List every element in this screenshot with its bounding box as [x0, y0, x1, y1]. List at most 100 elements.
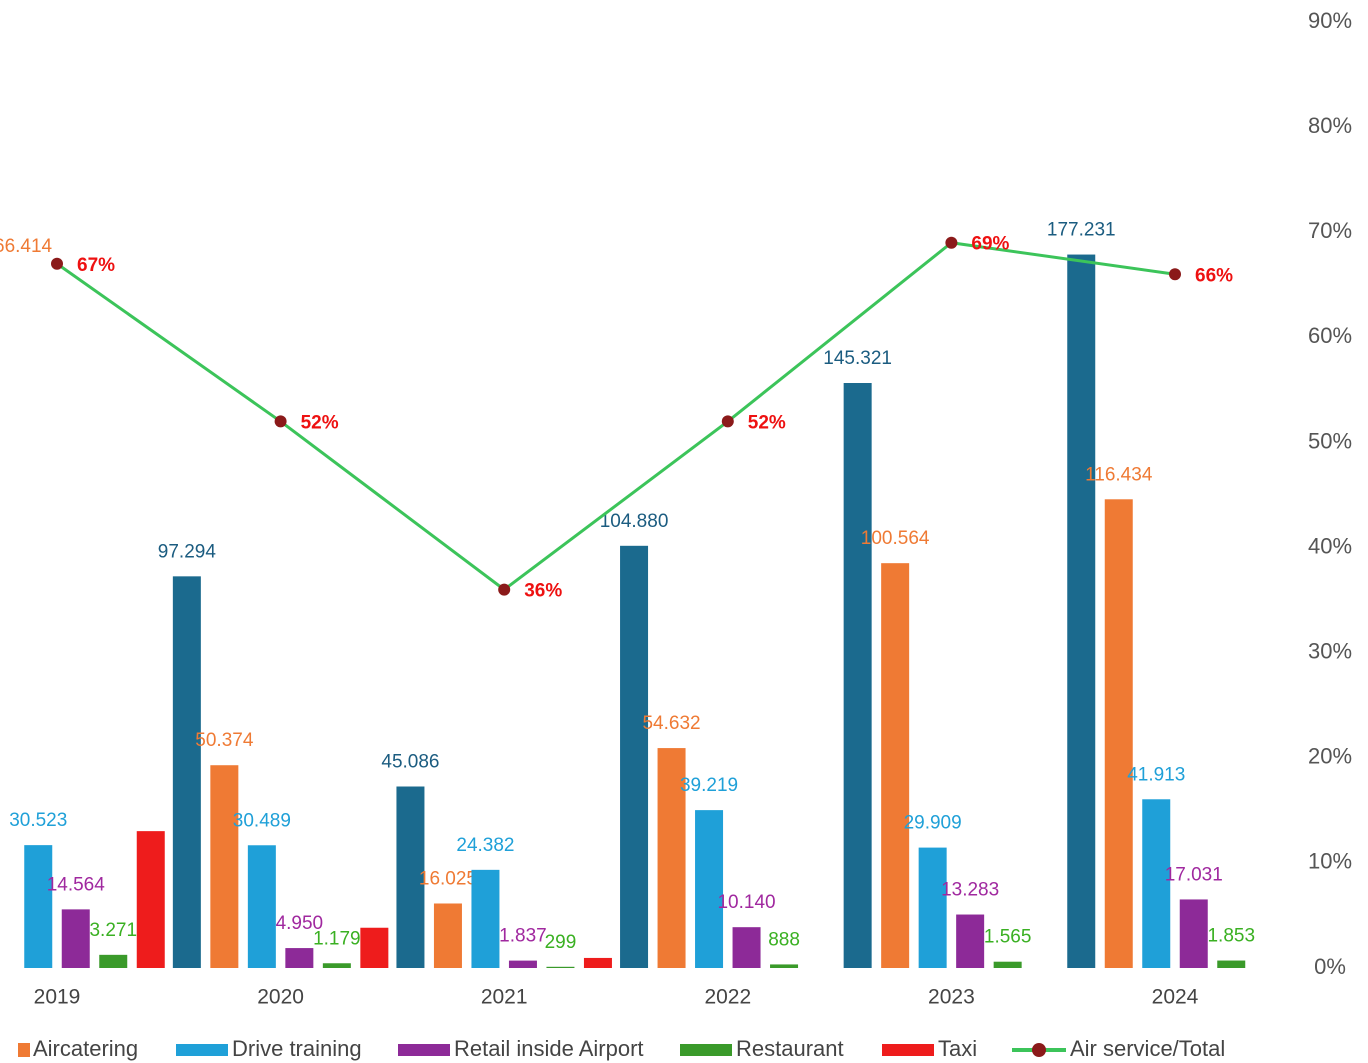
bar: [360, 927, 389, 968]
line-marker: [945, 236, 958, 249]
legend-swatch: [680, 1044, 732, 1056]
data-label: 888: [768, 929, 800, 950]
y2-tick-label: 40%: [1308, 533, 1352, 558]
y2-tick-label: 80%: [1308, 113, 1352, 138]
bar: [1067, 254, 1096, 968]
data-label: 1.837: [499, 926, 547, 947]
data-label: 10.140: [717, 892, 775, 913]
legend-swatch: [398, 1044, 450, 1056]
bar: [172, 576, 201, 968]
bar: [1179, 899, 1208, 968]
data-label: 1.853: [1207, 926, 1255, 947]
legend-swatch: [176, 1044, 228, 1056]
data-label: 66%: [1195, 265, 1233, 286]
data-label: 29.909: [904, 813, 962, 834]
data-label: 52%: [748, 412, 786, 433]
bar: [956, 914, 985, 968]
x-tick-label: 2023: [928, 986, 975, 1009]
y2-tick-label: 20%: [1308, 744, 1352, 769]
bar: [471, 869, 500, 968]
x-tick-label: 2021: [481, 986, 528, 1009]
data-label: 116.434: [1085, 464, 1153, 485]
y2-tick-label: 50%: [1308, 428, 1352, 453]
legend-label: Retail inside Airport: [454, 1036, 644, 1061]
data-label: 36%: [524, 581, 562, 602]
x-tick-label: 2020: [257, 986, 304, 1009]
data-label: 1.179: [313, 928, 361, 949]
bar: [1104, 499, 1133, 968]
bar: [620, 545, 649, 968]
bar: [433, 903, 462, 968]
y2-tick-label: 10%: [1308, 849, 1352, 874]
bar: [99, 954, 128, 968]
bar: [508, 960, 537, 968]
bar: [1142, 799, 1171, 968]
bar: [24, 845, 53, 968]
legend-label: Drive training: [232, 1036, 362, 1061]
bar: [881, 563, 910, 968]
line: [56, 241, 1176, 592]
data-label: 3.271: [89, 920, 137, 941]
data-label: 30.489: [233, 810, 291, 831]
data-label: 54.632: [642, 713, 700, 734]
bar: [396, 786, 425, 968]
bar: [843, 383, 872, 968]
data-label: 13.283: [941, 880, 999, 901]
y2-tick-label: 90%: [1308, 8, 1352, 33]
bar: [657, 748, 686, 968]
y2-tick-label: 70%: [1308, 218, 1352, 243]
bar: [993, 961, 1022, 968]
legend-swatch: [1032, 1043, 1046, 1057]
data-label: 17.031: [1165, 864, 1223, 885]
line-marker: [498, 583, 511, 596]
data-label: 50.374: [195, 730, 254, 751]
data-label: 100.564: [861, 528, 930, 549]
data-label: 299: [545, 932, 577, 953]
data-label: 97.294: [158, 541, 217, 562]
x-tick-label: 2022: [704, 986, 751, 1009]
legend-label: Taxi: [938, 1036, 977, 1061]
legend-swatch: [882, 1044, 934, 1056]
bar: [210, 765, 239, 968]
y2-tick-label: 0%: [1314, 954, 1346, 979]
bar: [770, 964, 799, 968]
line-marker: [1169, 268, 1181, 281]
data-label: 177.231: [1047, 220, 1116, 241]
x-tick-label: 2024: [1152, 986, 1199, 1009]
data-label: 16.025: [419, 869, 477, 890]
y2-tick-label: 60%: [1308, 323, 1352, 348]
data-label: 145.321: [823, 348, 892, 369]
bar: [1217, 960, 1246, 968]
bar: [61, 909, 90, 968]
data-label: 39.219: [680, 775, 738, 796]
legend-swatch: [18, 1043, 30, 1057]
bar: [583, 957, 612, 968]
legend-label: Restaurant: [736, 1036, 844, 1061]
data-label: 52%: [301, 412, 339, 433]
data-label: 69%: [971, 234, 1009, 255]
data-label: 4.950: [276, 913, 324, 934]
bar: [732, 927, 761, 968]
line-marker: [721, 415, 734, 428]
bar: [546, 966, 575, 968]
data-label: 67%: [77, 255, 115, 276]
bar: [285, 948, 314, 968]
data-label: 104.880: [600, 511, 669, 532]
annotation: 66.414: [0, 236, 53, 257]
data-label: 14.564: [47, 874, 106, 895]
line-marker: [274, 415, 287, 428]
x-tick-label: 2019: [34, 986, 81, 1009]
data-label: 41.913: [1127, 764, 1185, 785]
bar: [695, 810, 724, 968]
data-label: 45.086: [381, 752, 439, 773]
bar: [918, 847, 947, 968]
bar: [247, 845, 276, 968]
data-label: 24.382: [456, 835, 514, 856]
legend-label: Air service/Total: [1070, 1036, 1225, 1061]
bar: [322, 963, 351, 968]
y2-tick-label: 30%: [1308, 638, 1352, 663]
data-label: 30.523: [9, 810, 67, 831]
legend-label: Aircatering: [33, 1036, 138, 1061]
data-label: 1.565: [984, 927, 1032, 948]
